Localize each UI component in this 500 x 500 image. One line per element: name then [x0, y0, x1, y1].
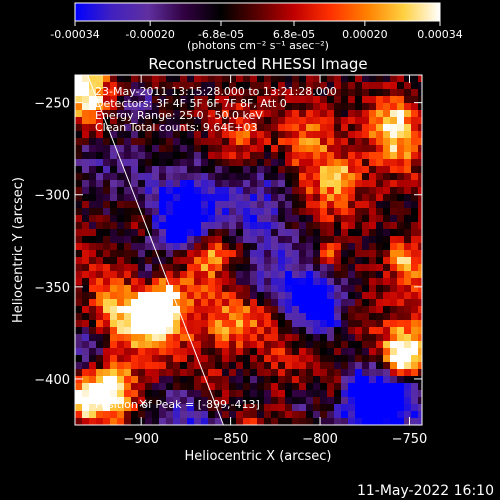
- x-tick-label: −800: [302, 432, 338, 447]
- peak-marker: ×: [138, 396, 148, 410]
- x-axis-label: Heliocentric X (arcsec): [185, 449, 332, 464]
- y-tick-label: −400: [34, 373, 70, 388]
- y-tick-label: −250: [34, 97, 70, 112]
- x-tick-label: −850: [213, 432, 249, 447]
- annotation-total-counts: Clean Total counts: 9.64E+03: [95, 121, 258, 134]
- colorbar-tick-label: 0.00034: [417, 28, 463, 41]
- colorbar-tick-label: 6.8e-05: [273, 28, 315, 41]
- annotation-time-range: 23-May-2011 13:15:28.000 to 13:21:28.000: [95, 85, 337, 98]
- annotation-detectors: Detectors: 3F 4F 5F 6F 7F 8F, Att 0: [95, 97, 287, 110]
- colorbar-ticks: -0.00034 -0.00020 -6.8e-05 6.8e-05 0.00020 0.…: [50, 21, 463, 41]
- colorbar-tick-label: -6.8e-05: [198, 28, 244, 41]
- annotation-energy-range: Energy Range: 25.0 - 50.0 keV: [95, 109, 263, 122]
- x-tick-label: −900: [123, 432, 159, 447]
- x-axis: −900 −850 −800 −750: [123, 75, 427, 447]
- solar-limb-line: [87, 75, 224, 425]
- footer-timestamp: 11-May-2022 16:10: [357, 483, 494, 499]
- y-axis: −250 −300 −350 −400: [34, 97, 422, 388]
- y-tick-label: −350: [34, 281, 70, 296]
- y-tick-label: −300: [34, 189, 70, 204]
- colorbar-tick-label: -0.00020: [125, 28, 174, 41]
- heatmap-image: [75, 75, 422, 425]
- peak-position-label: Position of Peak = [-899,-413]: [95, 398, 260, 411]
- colorbar-tick-label: 0.00020: [342, 28, 388, 41]
- plot-frame: [74, 74, 423, 426]
- colorbar: [74, 2, 441, 22]
- y-axis-label: Heliocentric Y (arcsec): [11, 177, 26, 323]
- colorbar-tick-label: -0.00034: [50, 28, 99, 41]
- chart-title: Reconstructed RHESSI Image: [148, 55, 367, 73]
- colorbar-units-label: (photons cm⁻² s⁻¹ asec⁻²): [187, 39, 329, 52]
- x-tick-label: −750: [392, 432, 428, 447]
